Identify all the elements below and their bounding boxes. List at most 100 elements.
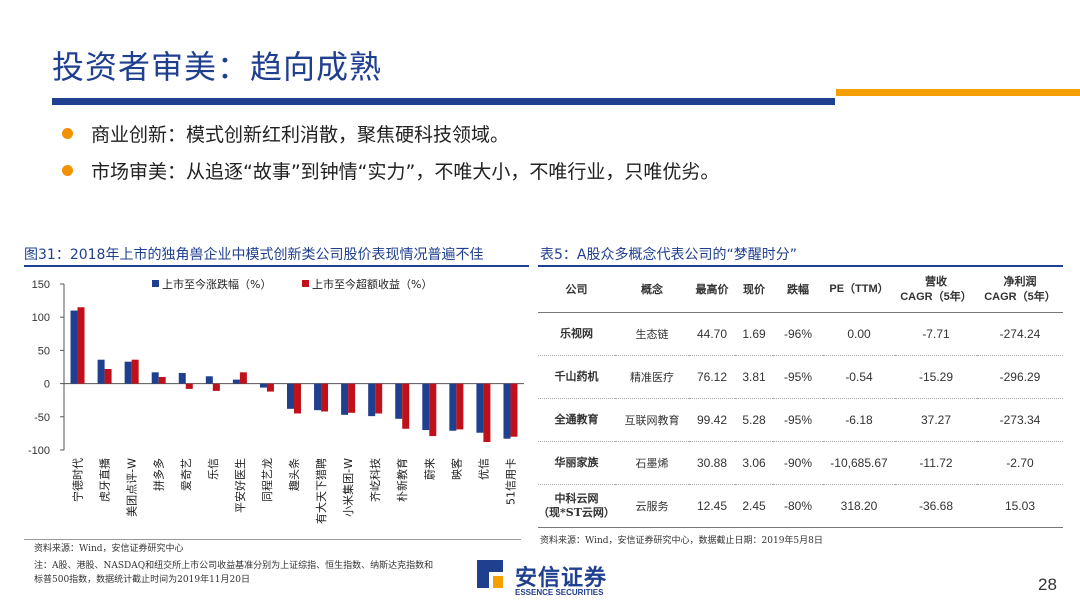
x-category-label: 虎牙直播 (98, 458, 112, 502)
footer-divider (24, 539, 521, 540)
value-cell: -6.18 (823, 398, 895, 442)
y-tick-label: -100 (28, 445, 50, 457)
figure-title: 图31：2018年上市的独角兽企业中模式创新类公司股价表现情况普遍不佳 (24, 247, 484, 263)
bar-excess-return (158, 376, 166, 384)
y-tick-label: 100 (32, 312, 50, 324)
value-cell: 5.28 (735, 398, 773, 442)
company-name-cell: 华丽家族 (538, 441, 615, 485)
y-tick-label: 0 (44, 379, 50, 391)
bar-price-change (97, 359, 105, 384)
bar-excess-return (104, 368, 112, 384)
value-cell: -2.70 (977, 441, 1063, 485)
page-title: 投资者审美：趋向成熟 (52, 48, 383, 86)
bar-price-change (314, 383, 322, 411)
bar-excess-return (266, 383, 274, 392)
value-cell: 30.88 (689, 441, 735, 485)
company-name-cell: 全通教育 (538, 398, 615, 442)
chart-source-note: 资料来源：Wind，安信证券研究中心 (34, 544, 184, 554)
value-cell: 76.12 (689, 355, 735, 399)
concept-cell: 互联网教育 (615, 398, 689, 442)
x-category-label: 朴新教育 (395, 458, 409, 502)
bar-excess-return (429, 383, 437, 437)
bullet-dot-icon (62, 165, 73, 176)
bar-price-change (287, 383, 294, 409)
bar-excess-return (348, 383, 356, 413)
company-name-cell: 千山药机 (538, 355, 615, 399)
value-cell: -10,685.67 (823, 441, 895, 485)
value-cell: 99.42 (689, 398, 735, 442)
chart-footnote: 注：A股、港股、NASDAQ和纽交所上市公司收益基准分别为上证综指、恒生指数、纳… (34, 561, 434, 585)
table-title-rule (538, 265, 1063, 267)
bar-price-change (341, 383, 349, 415)
value-cell: -80% (773, 484, 823, 528)
table-row: 全通教育 互联网教育 99.42 5.28 -95% -6.18 37.27 -273.34 (538, 398, 1063, 442)
table-row: 千山药机 精准医疗 76.12 3.81 -95% -0.54 -15.29 -296.29 (538, 355, 1063, 399)
title-underline-navy (52, 98, 835, 105)
bar-price-change (178, 372, 186, 384)
x-category-label: 平安好医生 (233, 458, 247, 513)
bar-excess-return (131, 359, 139, 384)
table-header-cell: 营收 CAGR（5年） (895, 268, 977, 313)
chart-svg: 150 100 50 0 -50 -100 宁德时代 虎牙直播 美团点评-W 拼多多 爱奇艺 乐信 平安… (28, 277, 524, 524)
bar-price-change (476, 383, 484, 433)
value-cell: 44.70 (689, 312, 735, 356)
bar-excess-return (77, 307, 85, 384)
value-cell: -11.72 (895, 441, 977, 485)
table-row: 乐视网 生态链 44.70 1.69 -96% 0.00 -7.71 -274.24 (538, 312, 1063, 356)
x-category-label: 映客 (449, 458, 463, 480)
bar-excess-return (375, 383, 383, 414)
table-body: 乐视网 生态链 44.70 1.69 -96% 0.00 -7.71 -274.24 千山药机精… (538, 312, 1063, 528)
bar-price-change (124, 361, 132, 384)
value-cell: -96% (773, 312, 823, 356)
value-cell: -296.29 (977, 355, 1063, 399)
value-cell: 12.45 (689, 484, 735, 528)
bullet-dot-icon (62, 128, 73, 139)
y-tick-label: -50 (34, 412, 50, 424)
table-header-cell: 概念 (615, 268, 689, 313)
x-category-label: 爱奇艺 (180, 458, 193, 491)
bar-price-change (395, 383, 403, 419)
bar-price-change (503, 383, 511, 439)
legend-swatch (302, 280, 309, 287)
x-category-label: 拼多多 (152, 458, 166, 491)
table-row: 华丽家族 石墨烯 30.88 3.06 -90% -10,685.67 -11.72 -2.7… (538, 441, 1063, 485)
legend-label: 上市至今涨跌幅（%） (162, 277, 271, 291)
table-header-cell: PE（TTM） (823, 268, 895, 313)
x-category-label: 美团点评-W (126, 458, 139, 517)
x-category-label: 优信 (477, 458, 490, 480)
x-category-label: 趣头条 (287, 458, 301, 491)
x-category-label: 乐信 (207, 458, 220, 480)
company-logo: 安信证券 ESSENCE SECURITIES (473, 558, 613, 602)
company-name-cell: 乐视网 (538, 312, 615, 356)
x-category-label: 宁德时代 (71, 458, 85, 502)
bar-price-change (449, 383, 457, 431)
value-cell: 37.27 (895, 398, 977, 442)
bar-price-change (151, 372, 159, 384)
x-category-label: 同程艺龙 (261, 458, 274, 502)
bar-price-change (259, 383, 267, 388)
table-header-cell: 公司 (538, 268, 615, 313)
bar-price-change (368, 383, 376, 417)
table-header-cell: 现价 (735, 268, 773, 313)
bar-excess-return (483, 383, 491, 443)
table-header-row: 公司 概念 最高价 现价 跌幅 PE（TTM） 营收 CAGR（5年） 净利润 CAGR（5年） (538, 268, 1063, 313)
value-cell: -15.29 (895, 355, 977, 399)
page-number: 28 (1038, 575, 1057, 594)
bar-excess-return (456, 383, 464, 430)
value-cell: -95% (773, 355, 823, 399)
y-tick-label: 150 (32, 279, 50, 291)
bar-price-change (70, 310, 78, 384)
bar-excess-return (402, 383, 410, 429)
table-header-cell: 净利润 CAGR（5年） (977, 268, 1063, 313)
logo-text-en: ESSENCE SECURITIES (515, 588, 604, 597)
bar-excess-return (212, 383, 220, 391)
bar-excess-return (185, 383, 193, 389)
logo-text-cn: 安信证券 (515, 566, 608, 591)
legend-swatch (152, 280, 159, 287)
table-header-cell: 跌幅 (773, 268, 823, 313)
concept-cell: 生态链 (615, 312, 689, 356)
value-cell: 3.81 (735, 355, 773, 399)
bar-price-change (422, 383, 430, 431)
table-header-cell: 最高价 (689, 268, 735, 313)
stock-table: 公司 概念 最高价 现价 跌幅 PE（TTM） 营收 CAGR（5年） 净利润 CAGR（5年） … (538, 268, 1063, 528)
